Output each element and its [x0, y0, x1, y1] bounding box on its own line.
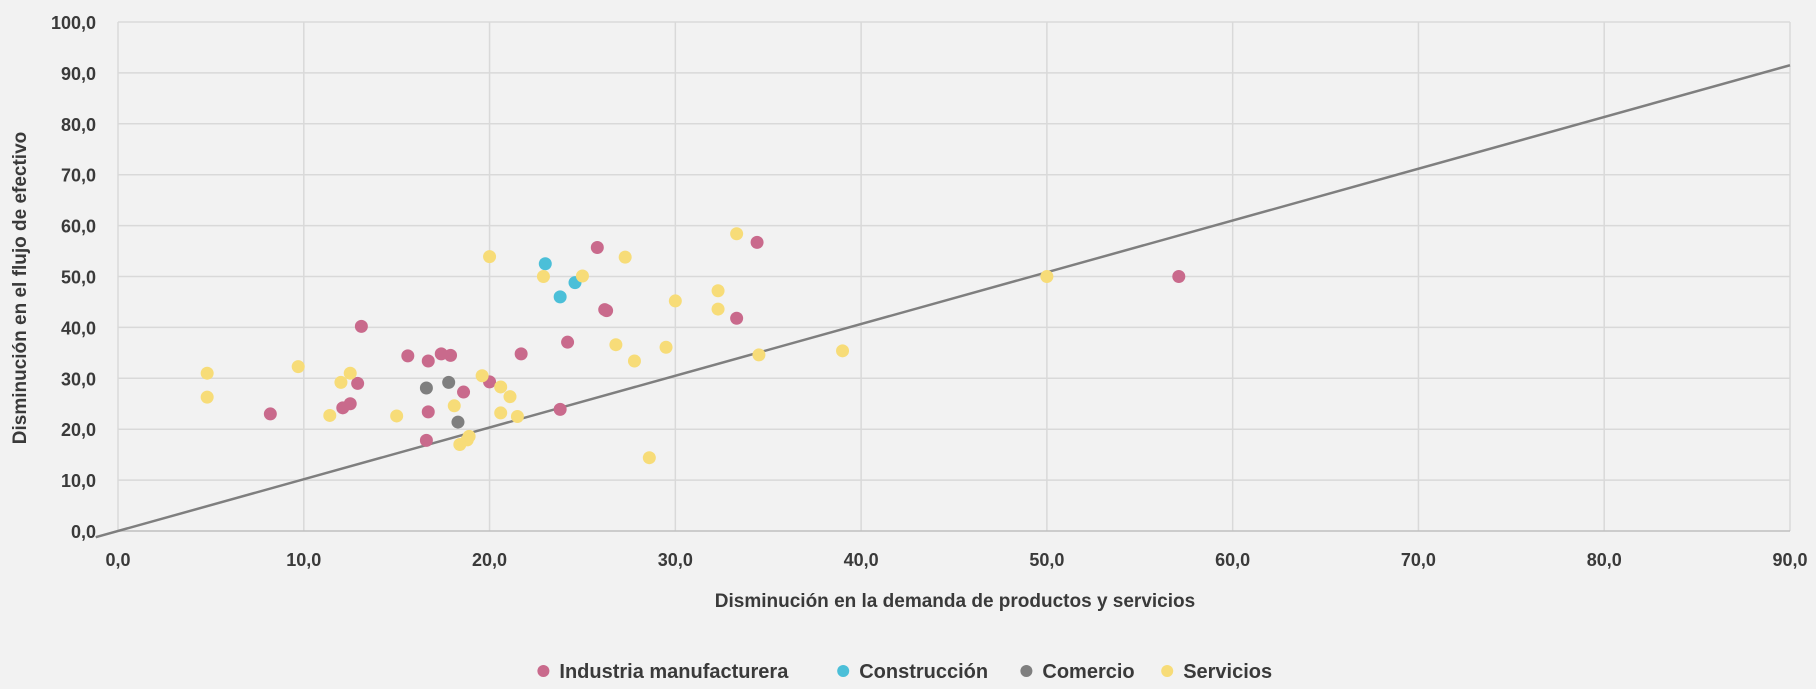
data-point: [343, 366, 357, 380]
series-3: [200, 227, 1054, 465]
data-point: [627, 354, 641, 368]
x-tick-label: 20,0: [472, 550, 507, 570]
x-axis-title: Disminución en la demanda de productos y…: [715, 591, 1195, 612]
data-points: [200, 227, 1186, 465]
data-point: [334, 375, 348, 389]
legend: Industria manufacturera Construcción Comer…: [537, 661, 1272, 683]
x-tick-label: 10,0: [286, 550, 321, 570]
data-point: [836, 344, 850, 358]
legend-item: Servicios: [1161, 661, 1272, 683]
data-point: [354, 319, 368, 333]
data-point: [419, 433, 433, 447]
data-point: [401, 349, 415, 363]
data-point: [561, 335, 575, 349]
data-point: [752, 348, 766, 362]
data-point: [730, 227, 744, 241]
data-point: [750, 235, 764, 249]
data-point: [421, 405, 435, 419]
data-point: [538, 257, 552, 271]
data-point: [494, 380, 508, 394]
x-tick-label: 60,0: [1215, 550, 1250, 570]
data-point: [730, 311, 744, 325]
x-tick-label: 80,0: [1587, 550, 1622, 570]
x-tick-label: 50,0: [1029, 550, 1064, 570]
data-point: [475, 369, 489, 383]
legend-label: Construcción: [859, 661, 988, 683]
y-tick-label: 20,0: [61, 420, 96, 440]
data-point: [351, 376, 365, 390]
data-point: [668, 294, 682, 308]
data-point: [711, 302, 725, 316]
y-tick-label: 80,0: [61, 115, 96, 135]
y-axis-ticks: 0,0 10,0 20,0 30,0 40,0 50,0 60,0 70,0 80,0 90,0 1…: [51, 13, 96, 542]
legend-item: Industria manufacturera: [537, 661, 789, 683]
y-tick-label: 30,0: [61, 369, 96, 389]
data-point: [711, 284, 725, 298]
data-point: [536, 270, 550, 283]
y-tick-label: 60,0: [61, 217, 96, 237]
y-tick-label: 90,0: [61, 64, 96, 84]
data-point: [590, 240, 604, 254]
x-tick-label: 0,0: [105, 550, 130, 570]
series-0: [263, 235, 1186, 447]
data-point: [494, 406, 508, 420]
data-point: [618, 250, 632, 264]
data-point: [514, 347, 528, 361]
x-axis-ticks: 0,0 10,0 20,0 30,0 40,0 50,0 60,0 70,0 80,0 90,0: [105, 550, 1807, 570]
data-point: [1172, 270, 1186, 283]
legend-item: Comercio: [1020, 661, 1135, 683]
data-point: [421, 354, 435, 368]
data-point: [323, 408, 337, 422]
data-point: [444, 348, 458, 362]
legend-item: Construcción: [837, 661, 988, 683]
gridlines: [117, 21, 1791, 531]
x-tick-label: 90,0: [1772, 550, 1807, 570]
y-tick-label: 100,0: [51, 13, 96, 33]
legend-label: Comercio: [1042, 661, 1134, 683]
y-tick-label: 50,0: [61, 268, 96, 288]
data-point: [447, 399, 461, 413]
x-tick-label: 70,0: [1401, 550, 1436, 570]
y-tick-label: 70,0: [61, 166, 96, 186]
data-point: [553, 402, 567, 416]
legend-marker: [1161, 665, 1174, 677]
data-point: [442, 375, 456, 389]
legend-marker: [1020, 665, 1033, 677]
data-point: [291, 360, 305, 374]
x-tick-label: 40,0: [844, 550, 879, 570]
data-point: [642, 451, 656, 465]
y-tick-label: 40,0: [61, 318, 96, 338]
data-point: [200, 390, 214, 404]
data-point: [419, 381, 433, 395]
data-point: [609, 338, 623, 352]
x-tick-label: 30,0: [658, 550, 693, 570]
data-point: [451, 415, 465, 429]
data-point: [510, 409, 524, 423]
y-tick-label: 0,0: [71, 522, 96, 542]
data-point: [462, 429, 476, 443]
data-point: [600, 304, 614, 318]
data-point: [390, 409, 404, 423]
data-point: [553, 290, 567, 304]
y-axis-title: Disminución en el flujo de efectivo: [10, 132, 31, 445]
reference-line: [95, 64, 1791, 539]
legend-label: Servicios: [1183, 661, 1272, 683]
data-point: [1040, 270, 1054, 283]
data-point: [263, 407, 277, 421]
legend-label: Industria manufacturera: [559, 661, 789, 683]
data-point: [659, 340, 673, 354]
data-point: [200, 366, 214, 380]
legend-marker: [537, 665, 550, 677]
data-point: [457, 385, 471, 399]
data-point: [483, 250, 497, 264]
data-point: [575, 269, 589, 283]
data-point: [343, 397, 357, 411]
legend-marker: [837, 665, 850, 677]
y-tick-label: 10,0: [61, 471, 96, 491]
series-2: [419, 375, 465, 429]
data-point: [503, 390, 517, 404]
